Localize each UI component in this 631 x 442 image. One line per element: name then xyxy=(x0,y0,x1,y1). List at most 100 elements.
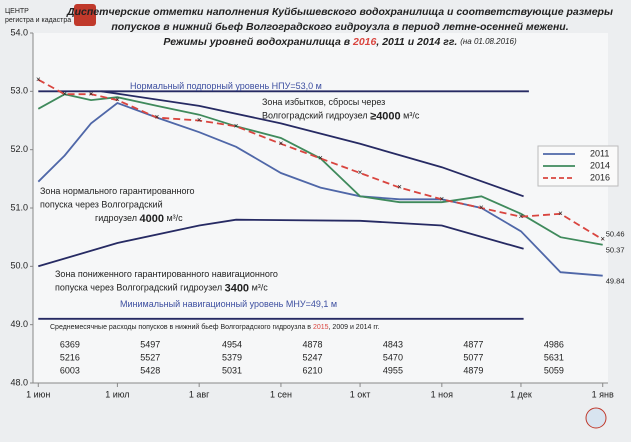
x-tick-label: 1 янв xyxy=(592,389,614,399)
table-cell: 5216 xyxy=(60,352,80,362)
point-marker: × xyxy=(439,194,444,203)
x-tick-label: 1 авг xyxy=(189,389,210,399)
y-tick-label: 52.0 xyxy=(10,144,28,154)
logo-text: регистра и кадастра xyxy=(5,17,71,24)
y-tick-label: 51.0 xyxy=(10,202,28,212)
point-marker: × xyxy=(115,95,120,104)
x-tick-label: 1 сен xyxy=(270,389,292,399)
table-cell: 4843 xyxy=(383,339,403,349)
table-cell: 5428 xyxy=(140,365,160,375)
point-marker: × xyxy=(600,235,605,244)
data-label: 50.46 xyxy=(606,229,625,238)
zone-label-part: попуска через Волгоградский гидроузел xyxy=(55,283,225,293)
point-marker: × xyxy=(397,183,402,192)
subtitle-part: (на 01.08.2016) xyxy=(460,37,517,46)
series-line xyxy=(37,101,603,277)
logo: ЦЕНТР регистра и кадастра xyxy=(5,4,96,26)
legend-label: 2011 xyxy=(590,148,609,158)
point-marker: × xyxy=(234,121,239,130)
point-marker: × xyxy=(519,212,524,221)
table-title-part: 2015 xyxy=(313,324,329,331)
y-tick-label: 48.0 xyxy=(10,377,28,387)
point-marker: × xyxy=(197,116,202,125)
table-cell: 4986 xyxy=(544,339,564,349)
table-cell: 5247 xyxy=(302,352,322,362)
table-cell: 6369 xyxy=(60,339,80,349)
point-marker: × xyxy=(558,209,563,218)
subtitle-part: 2016 xyxy=(352,36,377,48)
zone-label-part: ≥4000 xyxy=(370,110,401,122)
zone-label-part: Зона избытков, сбросы через xyxy=(262,97,385,107)
zone-label: гидроузел 4000 м³/с xyxy=(95,213,183,225)
point-marker: × xyxy=(62,89,67,98)
point-marker: × xyxy=(36,75,41,84)
table-cell: 5527 xyxy=(140,352,160,362)
y-tick-label: 50.0 xyxy=(10,261,28,271)
subtitle-part: Режимы уровней водохранилища в xyxy=(163,36,353,48)
legend-label: 2016 xyxy=(590,172,610,182)
zone-label: Волгоградский гидроузел ≥4000 м³/с xyxy=(262,110,420,122)
table-cell: 5059 xyxy=(544,365,564,375)
zone-label-part: попуска через Волгоградский xyxy=(40,200,163,210)
data-label: 49.84 xyxy=(606,277,625,286)
table-cell: 4879 xyxy=(463,365,483,375)
table-cell: 4878 xyxy=(302,339,322,349)
series-line xyxy=(37,93,603,246)
zone-label: Нормальный подпорный уровень НПУ=53,0 м xyxy=(130,81,322,91)
point-marker: × xyxy=(89,89,94,98)
y-tick-label: 49.0 xyxy=(10,319,28,329)
zone-label-part: Нормальный подпорный уровень НПУ=53,0 м xyxy=(130,81,322,91)
table-cell: 4955 xyxy=(383,365,403,375)
zone-label: Зона избытков, сбросы через xyxy=(262,97,385,107)
zone-label: Зона пониженного гарантированного навига… xyxy=(55,269,278,279)
table-title: Среднемесячные расходы попусков в нижний… xyxy=(50,323,380,331)
table-title-part: , 2009 и 2014 гг. xyxy=(329,324,380,331)
table-cell: 4877 xyxy=(463,339,483,349)
table-cell: 5379 xyxy=(222,352,242,362)
x-tick-label: 1 июл xyxy=(105,389,129,399)
zone-label: попуска через Волгоградский xyxy=(40,200,163,210)
point-marker: × xyxy=(279,139,284,148)
zone-label-part: 3400 xyxy=(225,282,249,294)
zone-label-part: Зона пониженного гарантированного навига… xyxy=(55,269,278,279)
table-title-part: Среднемесячные расходы попусков в нижний… xyxy=(50,323,313,331)
zone-label-part: м³/с xyxy=(164,213,183,223)
x-tick-label: 1 июн xyxy=(26,389,50,399)
table-cell: 5470 xyxy=(383,352,403,362)
zone-label-part: м³/с xyxy=(401,111,420,121)
point-marker: × xyxy=(479,203,484,212)
zone-label-part: 4000 xyxy=(139,213,163,225)
x-tick-label: 1 окт xyxy=(350,389,371,399)
zone-label: Зона нормального гарантированного xyxy=(40,186,195,196)
chart-title: попусков в нижний бьеф Волгоградского ги… xyxy=(111,21,568,33)
table-cell: 5497 xyxy=(140,339,160,349)
table-cell: 6003 xyxy=(60,365,80,375)
table-cell: 5077 xyxy=(463,352,483,362)
table-cell: 5031 xyxy=(222,365,242,375)
zone-label-part: Минимальный навигационный уровень МНУ=49… xyxy=(120,299,337,309)
logo-text: ЦЕНТР xyxy=(5,8,29,15)
point-marker: × xyxy=(358,168,363,177)
reference-line xyxy=(38,218,524,268)
table-cell: 6210 xyxy=(302,365,322,375)
x-tick-label: 1 дек xyxy=(510,389,532,399)
point-marker: × xyxy=(318,154,323,163)
zone-label-part: гидроузел xyxy=(95,213,139,223)
legend: 2011 2014 2016 xyxy=(537,145,619,187)
table-cell: 5631 xyxy=(544,352,564,362)
reference-line xyxy=(101,90,524,198)
zone-label: попуска через Волгоградский гидроузел 34… xyxy=(55,282,268,294)
zone-label-part: Зона нормального гарантированного xyxy=(40,186,195,196)
series-line xyxy=(37,78,604,241)
y-tick-label: 53.0 xyxy=(10,86,28,96)
table-cell: 4954 xyxy=(222,339,242,349)
legend-label: 2014 xyxy=(590,160,610,170)
logo-icon xyxy=(74,4,96,26)
y-tick-label: 54.0 xyxy=(10,27,28,37)
data-label: 50.37 xyxy=(606,246,625,255)
zone-label-part: м³/с xyxy=(249,283,268,293)
zone-label: Минимальный навигационный уровень МНУ=49… xyxy=(120,299,337,309)
watermark-logo xyxy=(585,407,607,429)
